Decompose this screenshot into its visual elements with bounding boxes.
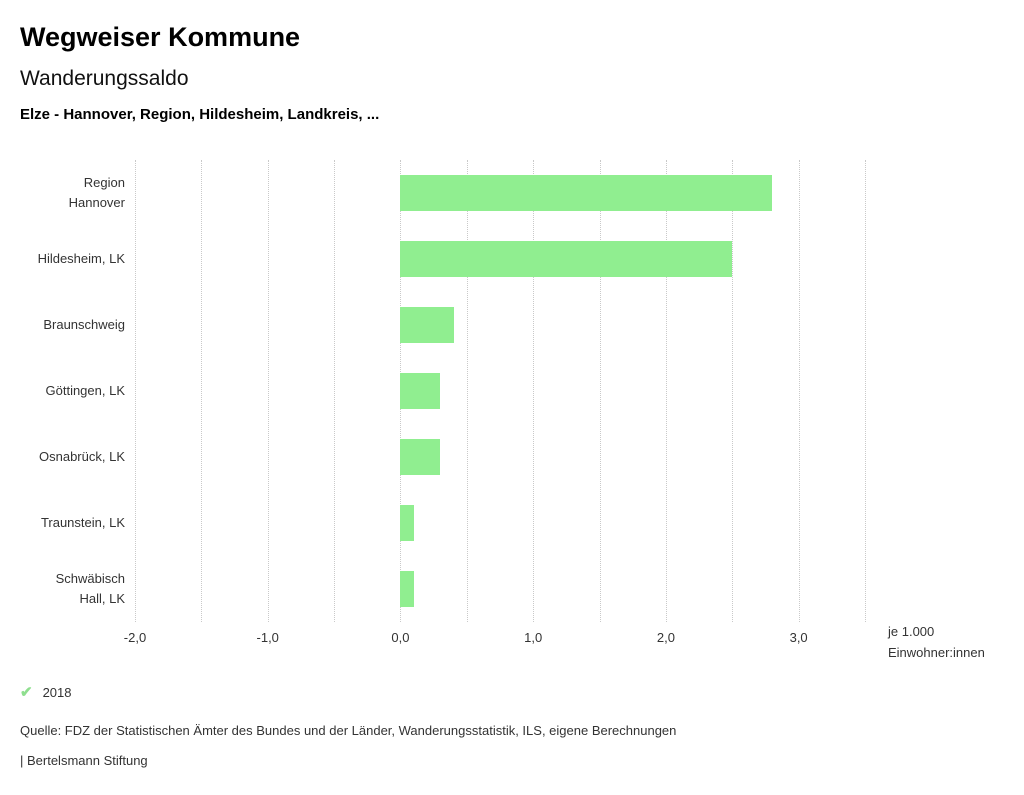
gridline — [135, 160, 136, 622]
x-tick-label: 3,0 — [789, 630, 808, 645]
x-tick-label: 2,0 — [656, 630, 675, 645]
x-tick-label: 0,0 — [391, 630, 410, 645]
x-axis: -2,0 -1,0 0,0 1,0 2,0 3,0 — [124, 630, 865, 650]
category-label: Traunstein, LK — [40, 514, 125, 530]
bar-chart: Region Hannover Hildesheim, LK Braunschweig… — [20, 160, 1004, 665]
bar-row — [135, 160, 865, 226]
bar-braunschweig[interactable] — [400, 307, 454, 343]
legend: ✔ 2018 — [20, 683, 1004, 701]
brand-text: | Bertelsmann Stiftung — [20, 753, 148, 768]
source-text: Quelle: FDZ der Statistischen Ämter des … — [20, 723, 677, 738]
bar-row — [135, 490, 865, 556]
axis-unit-label: je 1.000 Einwohner:innen — [888, 622, 985, 664]
chart-title: Wanderungssaldo — [20, 67, 189, 90]
x-tick-label: -2,0 — [123, 630, 147, 645]
bar-row — [135, 358, 865, 424]
category-label: Schwäbisch Hall, LK — [55, 570, 125, 606]
app-title: Wegweiser Kommune — [20, 22, 301, 52]
category-labels: Region Hannover Hildesheim, LK Braunschweig… — [20, 160, 125, 622]
legend-year-label[interactable]: 2018 — [42, 684, 72, 700]
bar-region-hannover[interactable] — [400, 175, 773, 211]
bar-traunstein-lk[interactable] — [400, 505, 414, 541]
bar-osnabr-ck-lk[interactable] — [400, 439, 441, 475]
checkmark-icon[interactable]: ✔ — [20, 683, 33, 701]
gridline — [201, 160, 203, 622]
x-tick-label: 1,0 — [524, 630, 543, 645]
bar-g-ttingen-lk[interactable] — [400, 373, 441, 409]
category-label: Region Hannover — [68, 174, 125, 210]
gridline — [865, 160, 866, 622]
gridline — [334, 160, 336, 622]
bar-row — [135, 424, 865, 490]
gridline — [267, 160, 269, 622]
gridline — [466, 160, 468, 622]
plot-area — [135, 160, 866, 622]
category-label: Hildesheim, LK — [37, 250, 125, 266]
category-label: Braunschweig — [43, 316, 125, 332]
chart-selection: Elze - Hannover, Region, Hildesheim, Lan… — [20, 106, 380, 123]
bar-row — [135, 226, 865, 292]
category-label: Osnabrück, LK — [39, 448, 125, 464]
axis-unit-line-1: je 1.000 — [888, 624, 935, 639]
bar-row — [135, 292, 865, 358]
gridline — [599, 160, 601, 622]
gridline — [533, 160, 535, 622]
bar-schw-bisch-hall-lk[interactable] — [400, 571, 414, 607]
gridline — [732, 160, 734, 622]
page: Wegweiser Kommune Wanderungssaldo Elze -… — [20, 22, 1004, 768]
gridline — [798, 160, 800, 622]
gridline — [665, 160, 667, 622]
x-tick-label: -1,0 — [256, 630, 279, 645]
axis-unit-line-2: Einwohner:innen — [888, 644, 985, 660]
bar-hildesheim-lk[interactable] — [400, 241, 733, 277]
category-label: Göttingen, LK — [45, 382, 126, 398]
bar-row — [135, 556, 865, 622]
